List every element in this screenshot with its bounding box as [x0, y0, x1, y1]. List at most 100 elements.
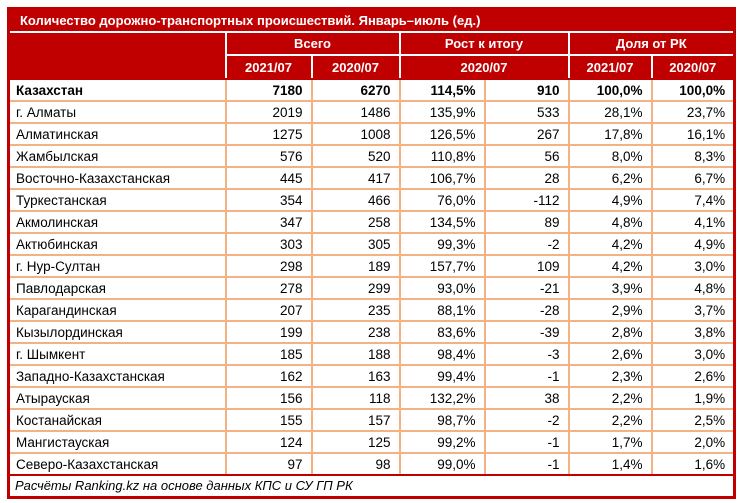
- value-cell: -1: [483, 430, 570, 454]
- value-cell: 1486: [310, 100, 401, 124]
- value-cell: 16,1%: [650, 122, 736, 146]
- value-cell: 2,0%: [650, 430, 736, 454]
- value-cell: 135,9%: [398, 100, 486, 124]
- value-cell: 28,1%: [567, 100, 653, 124]
- value-cell: 88,1%: [398, 298, 486, 322]
- region-name: Карагандинская: [7, 298, 227, 322]
- value-cell: 134,5%: [398, 210, 486, 234]
- value-cell: 1,4%: [567, 452, 653, 476]
- value-cell: 6,7%: [650, 166, 736, 190]
- value-cell: 17,8%: [567, 122, 653, 146]
- table-row: г. Шымкент 185 188 98,4% -3 2,6% 3,0%: [7, 342, 736, 366]
- value-cell: 6,2%: [567, 166, 653, 190]
- value-cell: 156: [224, 386, 313, 410]
- value-cell: 2,2%: [567, 386, 653, 410]
- value-cell: 155: [224, 408, 313, 432]
- value-cell: 1275: [224, 122, 313, 146]
- value-cell: 2,5%: [650, 408, 736, 432]
- value-cell: 98: [310, 452, 401, 476]
- table-row: Костанайская 155 157 98,7% -2 2,2% 2,5%: [7, 408, 736, 432]
- value-cell: 303: [224, 232, 313, 256]
- value-cell: 157: [310, 408, 401, 432]
- table-row: Павлодарская 278 299 93,0% -21 3,9% 4,8%: [7, 276, 736, 300]
- value-cell: 38: [483, 386, 570, 410]
- table-row: Мангистауская 124 125 99,2% -1 1,7% 2,0%: [7, 430, 736, 454]
- value-cell: 299: [310, 276, 401, 300]
- table-title: Количество дорожно-транспортных происшес…: [7, 7, 736, 33]
- value-cell: 124: [224, 430, 313, 454]
- value-cell: 3,7%: [650, 298, 736, 322]
- region-name: Жамбылская: [7, 144, 227, 168]
- value-cell: 4,9%: [650, 232, 736, 256]
- value-cell: 100,0%: [567, 78, 653, 102]
- value-cell: 23,7%: [650, 100, 736, 124]
- sub-header-total-2020: 2020/07: [310, 54, 401, 80]
- region-name: Атырауская: [7, 386, 227, 410]
- value-cell: 109: [483, 254, 570, 278]
- region-name: Костанайская: [7, 408, 227, 432]
- sub-header-growth-2020: 2020/07: [398, 54, 570, 80]
- region-name: Кызылординская: [7, 320, 227, 344]
- sub-header-row: 2021/07 2020/07 2020/07 2021/07 2020/07: [9, 54, 736, 80]
- value-cell: 99,2%: [398, 430, 486, 454]
- value-cell: 207: [224, 298, 313, 322]
- value-cell: 4,1%: [650, 210, 736, 234]
- value-cell: 185: [224, 342, 313, 366]
- value-cell: 4,8%: [650, 276, 736, 300]
- value-cell: 8,0%: [567, 144, 653, 168]
- region-name: Восточно-Казахстанская: [7, 166, 227, 190]
- value-cell: 6270: [310, 78, 401, 102]
- value-cell: -21: [483, 276, 570, 300]
- value-cell: 267: [483, 122, 570, 146]
- value-cell: 1,6%: [650, 452, 736, 476]
- table-row: Кызылординская 199 238 83,6% -39 2,8% 3,8%: [7, 320, 736, 344]
- corner-cell: [7, 31, 227, 80]
- region-name: Алматинская: [7, 122, 227, 146]
- region-name: г. Алматы: [7, 100, 227, 124]
- value-cell: 28: [483, 166, 570, 190]
- table-row: Жамбылская 576 520 110,8% 56 8,0% 8,3%: [7, 144, 736, 168]
- table-body: Казахстан 7180 6270 114,5% 910 100,0% 100,0% г.…: [7, 78, 736, 476]
- value-cell: 100,0%: [650, 78, 736, 102]
- value-cell: 347: [224, 210, 313, 234]
- value-cell: 3,8%: [650, 320, 736, 344]
- sub-header-share-2020: 2020/07: [650, 54, 736, 80]
- value-cell: 98,7%: [398, 408, 486, 432]
- value-cell: 520: [310, 144, 401, 168]
- value-cell: 1008: [310, 122, 401, 146]
- region-name: Туркестанская: [7, 188, 227, 212]
- sub-header-total-2021: 2021/07: [224, 54, 313, 80]
- region-name: г. Нур-Султан: [7, 254, 227, 278]
- region-name: г. Шымкент: [7, 342, 227, 366]
- value-cell: 98,4%: [398, 342, 486, 366]
- value-cell: 157,7%: [398, 254, 486, 278]
- accidents-table: Количество дорожно-транспортных происшес…: [7, 7, 737, 499]
- value-cell: 76,0%: [398, 188, 486, 212]
- value-cell: 126,5%: [398, 122, 486, 146]
- value-cell: 3,9%: [567, 276, 653, 300]
- region-name: Актюбинская: [7, 232, 227, 256]
- value-cell: 1,9%: [650, 386, 736, 410]
- value-cell: -1: [483, 452, 570, 476]
- value-cell: -2: [483, 408, 570, 432]
- value-cell: 118: [310, 386, 401, 410]
- value-cell: 576: [224, 144, 313, 168]
- value-cell: 199: [224, 320, 313, 344]
- value-cell: 56: [483, 144, 570, 168]
- value-cell: 99,4%: [398, 364, 486, 388]
- value-cell: 110,8%: [398, 144, 486, 168]
- value-cell: 417: [310, 166, 401, 190]
- column-group-row: Всего Рост к итогу Доля от РК: [7, 31, 736, 80]
- value-cell: 910: [483, 78, 570, 102]
- table-row: Казахстан 7180 6270 114,5% 910 100,0% 100,0%: [7, 78, 736, 102]
- sub-header-share-2021: 2021/07: [567, 54, 653, 80]
- value-cell: 533: [483, 100, 570, 124]
- region-name: Северо-Казахстанская: [7, 452, 227, 476]
- column-group-growth: Рост к итогу: [398, 31, 570, 56]
- column-group-share: Доля от РК: [567, 31, 736, 56]
- value-cell: 2,9%: [567, 298, 653, 322]
- value-cell: 4,8%: [567, 210, 653, 234]
- table-row: Алматинская 1275 1008 126,5% 267 17,8% 16,1%: [7, 122, 736, 146]
- table-row: Актюбинская 303 305 99,3% -2 4,2% 4,9%: [7, 232, 736, 256]
- value-cell: -39: [483, 320, 570, 344]
